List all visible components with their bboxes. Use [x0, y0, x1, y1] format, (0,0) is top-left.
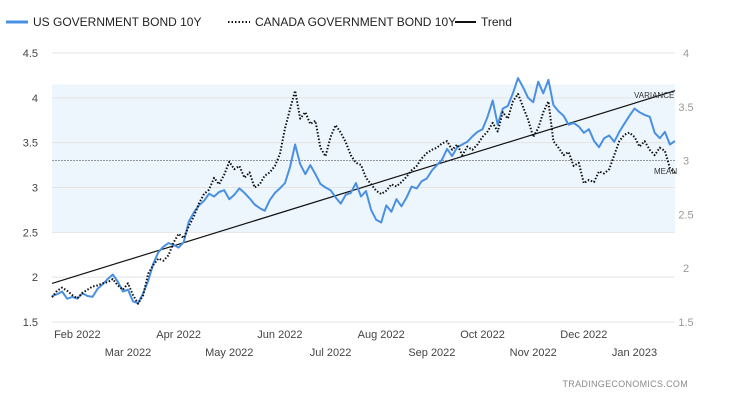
left-tick-label: 4.5	[23, 48, 38, 60]
x-tick-label: Sep 2022	[408, 347, 455, 359]
left-tick-label: 1.5	[23, 317, 38, 329]
legend-label-trend: Trend	[481, 15, 512, 29]
x-tick-label: Jan 2023	[612, 347, 657, 359]
right-tick-label: 4	[683, 48, 689, 60]
source-label: TRADINGECONOMICS.COM	[562, 379, 688, 389]
mean-annotation: MEAN	[654, 167, 677, 176]
left-tick-label: 2	[32, 272, 38, 284]
x-tick-label: Aug 2022	[358, 329, 405, 341]
legend-label-us: US GOVERNMENT BOND 10Y	[33, 15, 201, 29]
right-tick-label: 2	[683, 263, 689, 275]
left-tick-label: 3	[32, 183, 38, 195]
series-line-canada-bond	[51, 89, 676, 305]
x-tick-label: Feb 2022	[54, 329, 100, 341]
left-tick-label: 3.5	[23, 138, 38, 150]
left-tick-label: 2.5	[23, 227, 38, 239]
right-axis-ticks: 1.5 2 2.5 3 3.5 4	[678, 48, 693, 329]
right-tick-label: 2.5	[678, 209, 693, 221]
x-tick-label: Oct 2022	[460, 329, 505, 341]
legend-label-ca: CANADA GOVERNMENT BOND 10Y	[255, 15, 456, 29]
x-tick-label: Dec 2022	[560, 329, 607, 341]
variance-band	[52, 84, 675, 233]
right-tick-label: 3.5	[678, 102, 693, 114]
left-tick-label: 4	[32, 93, 38, 105]
x-axis-ticks: Feb 2022 Mar 2022 Apr 2022 May 2022 Jun 2022…	[54, 329, 657, 359]
variance-annotation: VARIANCE	[634, 91, 674, 100]
series-line-us-bond	[51, 77, 676, 305]
left-axis-ticks: 1.5 2 2.5 3 3.5 4 4.5	[23, 48, 38, 329]
x-tick-label: May 2022	[205, 347, 253, 359]
right-tick-label: 1.5	[678, 317, 693, 329]
grid-lines	[52, 52, 675, 323]
x-tick-label: Mar 2022	[105, 347, 151, 359]
x-tick-label: Nov 2022	[510, 347, 557, 359]
x-tick-label: Jun 2022	[257, 329, 302, 341]
x-tick-label: Jul 2022	[310, 347, 352, 359]
legend: US GOVERNMENT BOND 10Y CANADA GOVERNMENT…	[6, 15, 512, 29]
x-tick-label: Apr 2022	[156, 329, 201, 341]
right-tick-label: 3	[683, 156, 689, 168]
